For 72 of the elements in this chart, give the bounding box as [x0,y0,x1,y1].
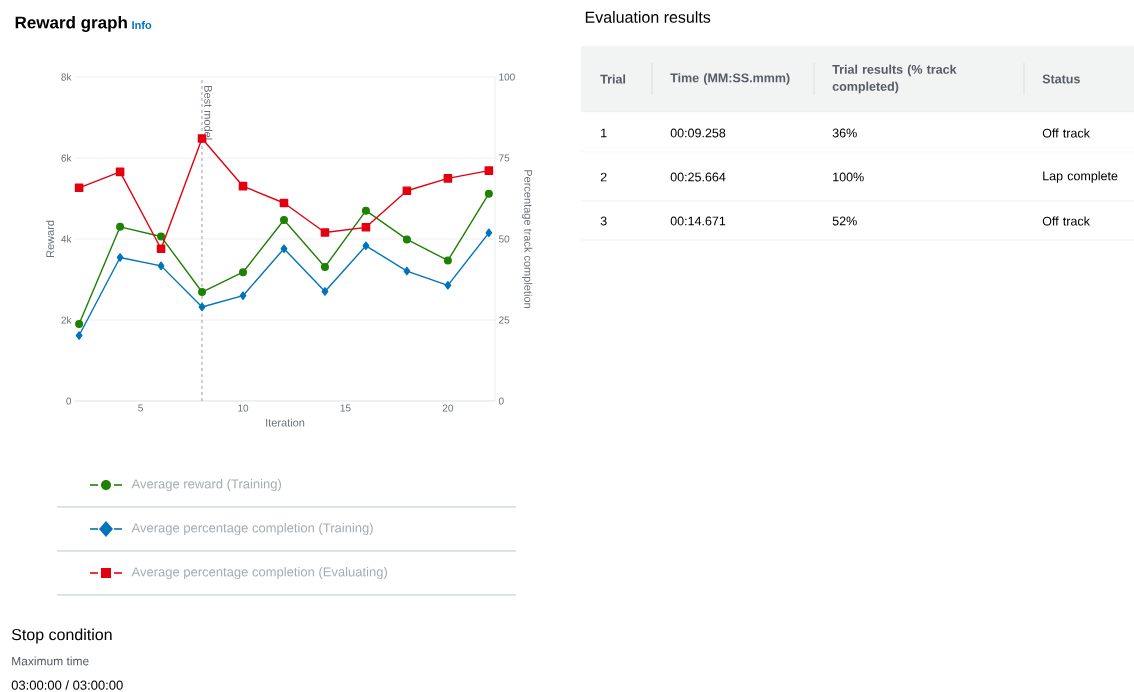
point [75,320,84,329]
legend-label: Average reward (Training) [131,478,282,492]
chart-title: Reward graph [15,16,127,32]
x-tick-label: 15 [340,404,351,412]
y-tick-label: 4k [61,235,72,243]
point [280,244,288,254]
text: 00:14.671 [670,216,726,226]
y2-tick-label: 100 [499,73,515,81]
text: Evaluation results [585,11,711,23]
point [402,235,411,244]
text: Lap complete [1043,171,1118,183]
point [443,174,453,183]
y2-tick-label: 0 [498,397,504,405]
point [198,302,206,312]
y2-tick-label: 50 [498,235,510,243]
point [116,222,125,231]
legend-label: Average percentage completion (Evaluating) [131,566,387,580]
point [485,228,493,238]
x-tick-label: 10 [238,404,249,412]
text: Off track [1042,216,1090,226]
text: Trial results (% track completed) [832,64,957,94]
text: Maximum time [12,656,89,666]
point [198,288,207,297]
legend-label: Average percentage completion (Training) [131,522,373,536]
text: Stop condition [11,628,112,644]
y2-tick-label: 75 [499,154,510,162]
text: 03:00:00 / 03:00:00 [11,680,123,690]
point [362,241,370,251]
point [484,189,493,198]
text: Time (MM:SS.mmm) [670,73,790,85]
ref-line-label: Best model [204,86,213,140]
y-tick-label: 0 [66,397,72,405]
text: 1 [601,128,607,138]
point [279,215,288,224]
text: 3 [600,216,607,226]
point [443,256,452,265]
point [239,268,248,277]
point [320,228,330,237]
text: 36% [832,128,857,138]
point [361,206,370,215]
point [116,253,124,262]
y-tick-label: 8k [61,73,72,81]
point [403,266,411,276]
point [444,281,452,290]
point [402,186,412,196]
point [361,223,371,232]
text: Off track [1042,128,1090,138]
text: 00:25.664 [670,172,726,182]
point [484,166,494,175]
text: Status [1042,74,1080,84]
y2-axis-title: Percentage track completion [522,170,533,308]
x-axis-title: Iteration [266,418,305,427]
text: 2 [600,172,607,182]
point [157,261,165,271]
text: Trial [600,74,626,84]
text: 00:09.258 [670,128,726,138]
chart-subtitle: Info [132,20,152,30]
x-tick-label: 20 [442,404,454,412]
x-tick-label: 5 [138,404,143,412]
point [157,232,166,241]
y-tick-label: 6k [61,154,72,162]
point [320,262,329,271]
point [74,183,84,193]
text: 52% [832,216,857,226]
text: 100% [833,172,864,182]
y-tick-label: 2k [61,316,72,324]
point [321,287,329,296]
point [156,244,166,254]
point [239,291,247,300]
y-axis-title: Reward [45,220,55,258]
y2-tick-label: 25 [499,316,510,324]
point [75,331,83,340]
